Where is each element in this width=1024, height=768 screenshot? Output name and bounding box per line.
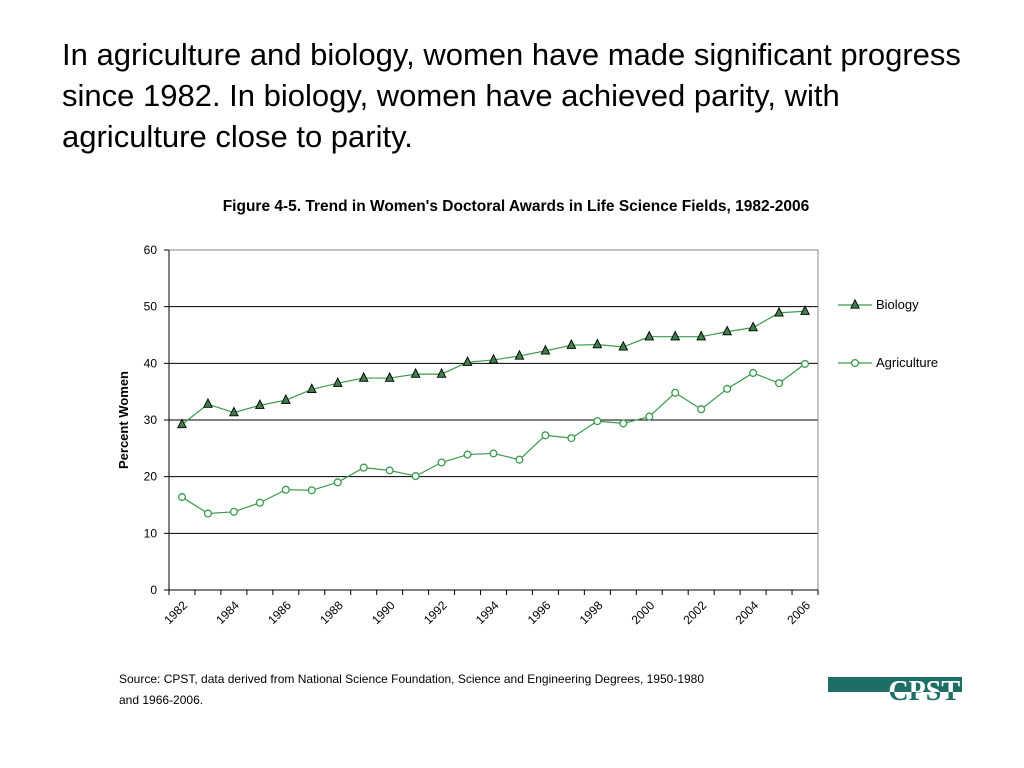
- biology-point: [488, 353, 499, 364]
- biology-point: [280, 393, 291, 404]
- biology-point: [670, 330, 681, 341]
- biology-point: [436, 367, 447, 378]
- biology-point: [514, 349, 525, 360]
- biology-point: [306, 383, 317, 394]
- line-chart: 0 10 20 30 40 50 60 1982 1984 1986 1988 1990 1992 199…: [116, 243, 938, 627]
- logo-text-mask: CPST: [888, 677, 960, 692]
- x-tick-label: 1996: [525, 598, 554, 627]
- x-tick-label: 2004: [732, 598, 761, 627]
- legend-biology-marker: [850, 298, 860, 309]
- x-tick-label: 1988: [317, 598, 346, 627]
- source-note: Source: CPST, data derived from National…: [119, 669, 779, 711]
- legend-biology-label: Biology: [876, 297, 919, 312]
- agriculture-point: [697, 405, 706, 414]
- agriculture-point: [255, 498, 264, 507]
- biology-point: [410, 367, 421, 378]
- agriculture-point: [593, 417, 602, 426]
- agriculture-line: [181, 363, 806, 515]
- agriculture-point: [359, 463, 368, 472]
- agriculture-point: [385, 466, 394, 475]
- x-tick-label: 1994: [473, 598, 502, 627]
- agriculture-point: [567, 434, 576, 443]
- y-tick-label: 50: [144, 300, 158, 314]
- biology-point: [358, 371, 369, 382]
- agriculture-point: [619, 419, 628, 428]
- biology-point: [462, 355, 473, 366]
- y-axis-label: Percent Women: [116, 371, 131, 469]
- agriculture-point: [177, 493, 187, 502]
- agriculture-point: [203, 509, 212, 518]
- chart-title: Figure 4-5. Trend in Women's Doctoral Aw…: [222, 198, 810, 215]
- agriculture-point: [437, 458, 446, 467]
- biology-point: [228, 406, 239, 417]
- logo-text: CPST: [888, 676, 960, 707]
- biology-point: [332, 376, 343, 387]
- headline: In agriculture and biology, women have m…: [62, 37, 961, 154]
- agriculture-point: [333, 478, 342, 487]
- biology-point: [177, 418, 187, 429]
- agriculture-point: [645, 412, 654, 421]
- logo-band: [828, 677, 962, 692]
- x-tick-label: 2006: [784, 598, 813, 627]
- agriculture-point: [411, 472, 420, 481]
- biology-point: [800, 304, 810, 315]
- x-tick-label: 1998: [577, 598, 606, 627]
- y-tick-label: 0: [150, 583, 157, 597]
- x-tick-label: 1984: [213, 598, 242, 627]
- y-tick-label: 10: [144, 526, 158, 540]
- biology-point: [203, 397, 213, 408]
- x-tick-label: 1982: [161, 598, 190, 627]
- biology-point: [774, 306, 784, 317]
- y-tick-label: 20: [144, 470, 158, 484]
- agriculture-point: [541, 431, 550, 440]
- cpst-logo: CPST CPST: [828, 677, 962, 707]
- agriculture-point: [489, 449, 498, 458]
- x-tick-label: 1986: [265, 598, 294, 627]
- x-tick-label: 2002: [681, 598, 710, 627]
- x-tick-label: 1990: [369, 598, 398, 627]
- x-tick-label: 2000: [629, 598, 658, 627]
- agriculture-point: [515, 455, 524, 464]
- biology-point: [748, 321, 759, 332]
- biology-point: [618, 340, 629, 351]
- agriculture-point: [463, 450, 472, 459]
- agriculture-point: [671, 388, 680, 397]
- biology-point: [254, 399, 265, 409]
- y-tick-label: 60: [144, 243, 158, 257]
- legend-agriculture-label: Agriculture: [876, 355, 938, 370]
- agriculture-point: [307, 486, 316, 495]
- biology-point: [540, 344, 551, 355]
- agriculture-point: [229, 507, 238, 516]
- agriculture-point: [723, 384, 732, 393]
- y-tick-label: 40: [144, 356, 158, 370]
- biology-point: [722, 325, 733, 336]
- source-line-1: Source: CPST, data derived from National…: [119, 672, 705, 686]
- y-tick-label: 30: [144, 413, 158, 427]
- biology-point: [592, 338, 603, 349]
- agriculture-point: [281, 485, 290, 494]
- biology-point: [384, 371, 395, 382]
- source-line-2: and 1966-2006.: [119, 693, 204, 707]
- agriculture-point: [775, 379, 784, 388]
- biology-point: [644, 330, 655, 341]
- agriculture-point: [800, 359, 810, 368]
- biology-point: [696, 330, 707, 341]
- x-tick-label: 1992: [421, 598, 450, 627]
- agriculture-point: [749, 368, 758, 378]
- biology-line: [181, 310, 806, 426]
- biology-point: [566, 338, 577, 349]
- legend-agriculture-marker: [850, 358, 860, 368]
